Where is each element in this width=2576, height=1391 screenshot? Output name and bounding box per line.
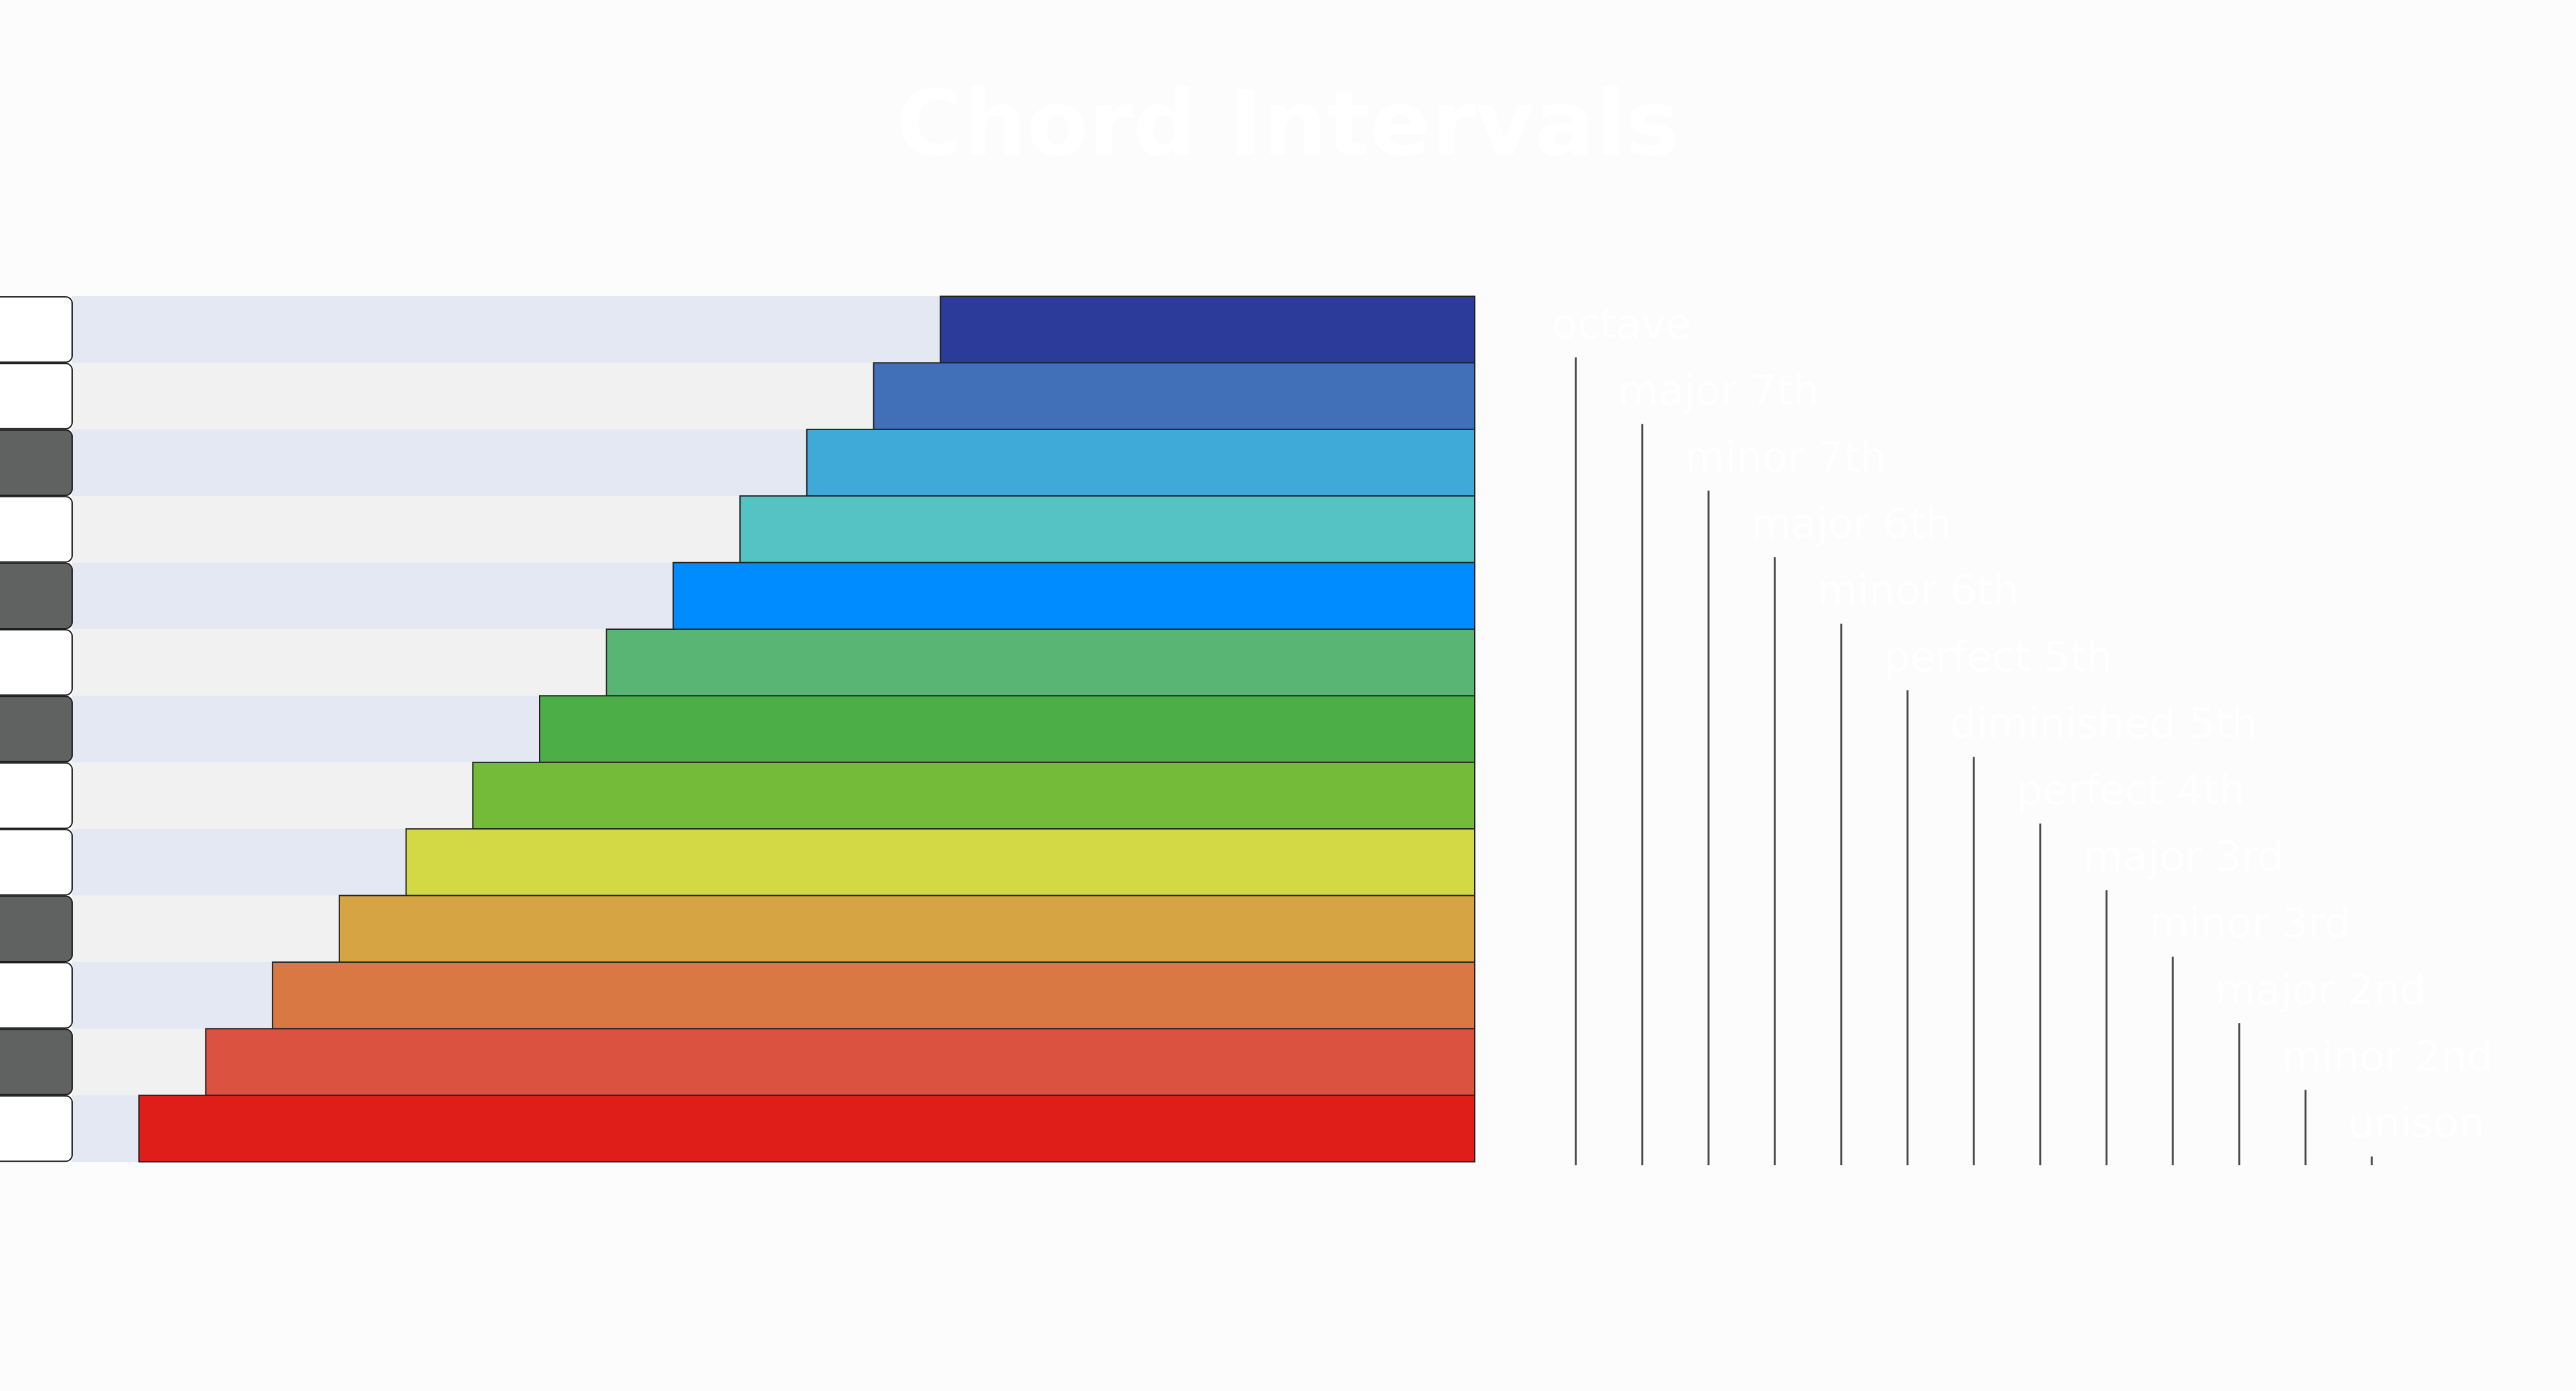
piano-key-black <box>0 696 73 762</box>
piano-key-black <box>0 1028 73 1095</box>
chart-title: Chord Intervals <box>896 71 1680 176</box>
piano-key-black <box>0 429 73 497</box>
interval-label: major 2nd <box>2215 967 2426 1014</box>
piano-key-white <box>0 762 73 829</box>
bar-major-3rd <box>405 828 1475 896</box>
piano-key-white <box>0 629 73 696</box>
bar-minor-7th <box>806 428 1475 497</box>
bar-major-2nd <box>272 961 1476 1030</box>
interval-label: minor 6th <box>1817 567 2019 615</box>
interval-label: octave <box>1552 301 1691 348</box>
interval-label: minor 2nd <box>2282 1033 2493 1081</box>
interval-labels: octave major 7th minor 7th major 6th minor 6… <box>1552 301 2493 1148</box>
piano-key-white <box>0 363 73 430</box>
interval-label: unison <box>2348 1100 2485 1148</box>
interval-label: major 6th <box>1751 500 1952 548</box>
bar-major-7th <box>873 362 1475 430</box>
bar-minor-2nd <box>205 1028 1475 1096</box>
piano-key-black <box>0 562 73 629</box>
interval-label: diminished 5th <box>1950 700 2258 748</box>
piano-key-white <box>0 962 73 1029</box>
bar-series <box>138 296 1476 1163</box>
interval-label: perfect 5th <box>1884 634 2112 681</box>
bar-unison <box>138 1094 1475 1163</box>
piano-key-white <box>0 1095 73 1162</box>
bar-major-6th <box>739 495 1475 563</box>
bar-minor-3rd <box>338 894 1475 963</box>
interval-label: perfect 4th <box>2016 767 2245 815</box>
interval-label: minor 7th <box>1685 434 1886 482</box>
piano-key-black <box>0 895 73 962</box>
interval-label: major 7th <box>1618 367 1819 415</box>
label-leader-lines <box>1575 357 2373 1166</box>
piano-key-white <box>0 829 73 896</box>
piano-key-white <box>0 296 73 363</box>
piano-key-white <box>0 496 73 563</box>
bar-perfect-5th <box>605 629 1476 697</box>
bar-minor-6th <box>672 562 1475 630</box>
piano-keys <box>0 296 73 1162</box>
bar-perfect-4th <box>472 761 1475 830</box>
bar-diminished-5th <box>539 695 1475 763</box>
interval-label: minor 3rd <box>2149 900 2351 948</box>
interval-label: major 3rd <box>2083 833 2284 881</box>
bar-octave <box>940 296 1476 364</box>
